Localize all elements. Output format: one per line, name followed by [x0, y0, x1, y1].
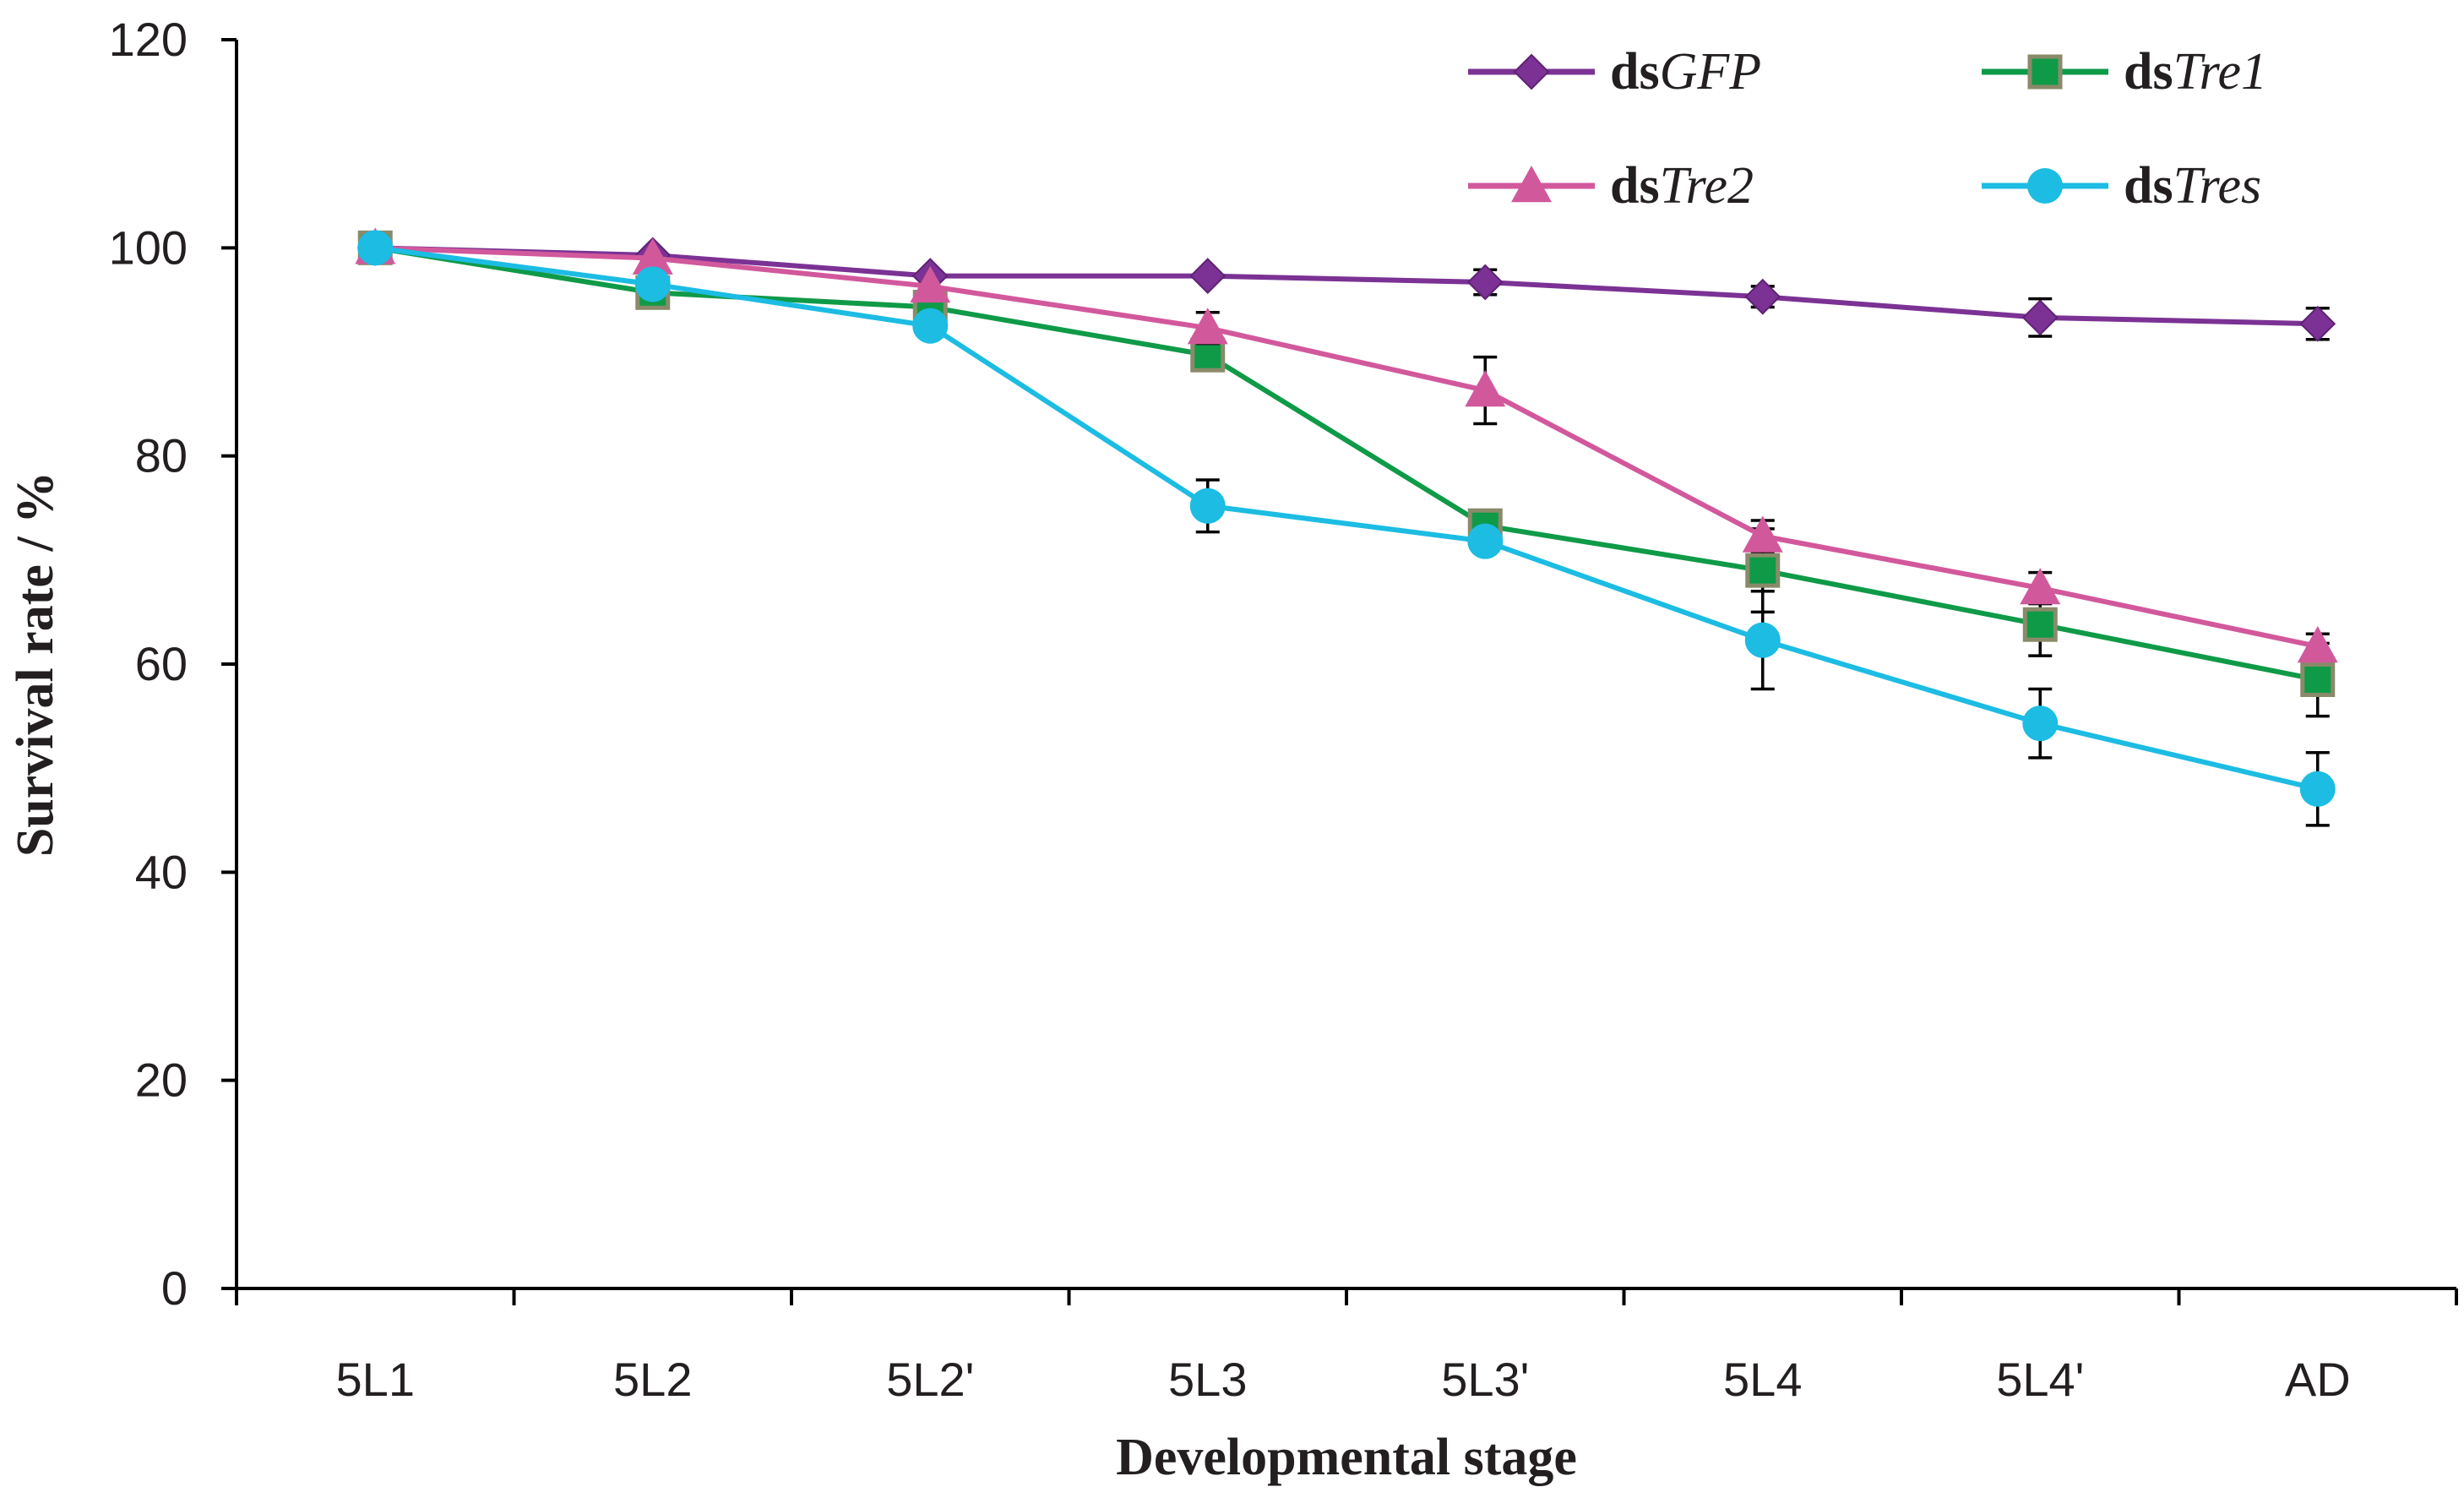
data-point: [632, 237, 673, 275]
data-point: [912, 308, 949, 344]
data-point: [2022, 607, 2058, 642]
y-axis-title: Survival rate / %: [7, 471, 64, 857]
data-point: [1467, 523, 1504, 559]
data-point: [357, 230, 394, 266]
y-tick-label: 120: [109, 13, 188, 66]
legend-label-prefix: ds: [2124, 43, 2173, 101]
y-tick-label: 60: [135, 637, 188, 690]
x-axis-title: Developmental stage: [1116, 1429, 1577, 1486]
legend-label: dsTres: [2124, 157, 2261, 215]
data-point: [2022, 705, 2059, 742]
x-tick-label: AD: [2285, 1353, 2351, 1406]
data-point: [1466, 264, 1504, 301]
legend-label-gene: GFP: [1660, 43, 1762, 101]
data-point: [910, 265, 951, 303]
y-tick-label: 40: [135, 845, 188, 898]
series-line: [374, 245, 2319, 792]
x-tick-label: 5L2': [886, 1353, 974, 1406]
data-point: [1744, 622, 1781, 658]
legend-item-dsGFP: dsGFP: [1468, 43, 1761, 101]
legend-item-dsTre2: dsTre2: [1468, 157, 1754, 215]
data-point: [2299, 771, 2336, 807]
data-point: [2300, 662, 2336, 697]
legend-item-dsTre1: dsTre1: [1982, 43, 2267, 101]
legend-label: dsTre1: [2124, 43, 2267, 101]
legend-label-gene: Tre1: [2173, 43, 2267, 101]
data-point: [1187, 308, 1228, 345]
data-point: [1189, 488, 1226, 524]
legend-marker: [1511, 166, 1552, 203]
legend-marker: [2027, 54, 2063, 90]
legend-marker: [1513, 53, 1550, 90]
x-tick-label: 5L3: [1168, 1353, 1247, 1406]
data-point: [1189, 258, 1227, 295]
legend-item-dsTres: dsTres: [1982, 157, 2261, 215]
data-point: [2297, 626, 2338, 663]
x-ticks: 5L1 5L2 5L2' 5L3 5L3' 5L4 5L4' AD: [235, 1288, 2458, 1406]
y-tick-label: 0: [161, 1261, 188, 1315]
y-tick-label: 100: [109, 221, 188, 274]
data-point: [1465, 370, 1506, 407]
data-point: [2020, 568, 2061, 605]
data-point: [634, 266, 671, 302]
x-tick-label: 5L4': [1996, 1353, 2084, 1406]
data-point: [1742, 515, 1783, 553]
x-tick-label: 5L3': [1441, 1353, 1529, 1406]
series-layer: [355, 227, 2338, 827]
data-point: [1744, 278, 1781, 315]
x-tick-label: 5L2: [613, 1353, 692, 1406]
series-line: [375, 245, 2318, 327]
series-line: [374, 245, 2319, 683]
y-tick-label: 80: [135, 429, 188, 482]
legend-label-prefix: ds: [1610, 43, 1660, 101]
data-point: [2021, 299, 2059, 336]
x-tick-label: 5L4: [1723, 1353, 1802, 1406]
data-point: [2299, 305, 2336, 342]
legend-label-gene: Tres: [2173, 157, 2262, 215]
y-ticks: 0 20 40 60 80 100 120: [109, 13, 237, 1315]
axes: [235, 40, 2456, 1290]
data-point: [1745, 553, 1781, 588]
legend-label: dsTre2: [1610, 157, 1754, 215]
series-dsTres: [357, 230, 2336, 827]
series-line: [375, 245, 2319, 649]
legend-marker: [2027, 168, 2063, 204]
y-tick-label: 20: [135, 1054, 188, 1107]
legend-label-prefix: ds: [2124, 157, 2173, 215]
x-tick-label: 5L1: [336, 1353, 415, 1406]
legend-label-prefix: ds: [1610, 157, 1660, 215]
legend-label: dsGFP: [1610, 43, 1761, 101]
legend-label-gene: Tre2: [1660, 157, 1754, 215]
